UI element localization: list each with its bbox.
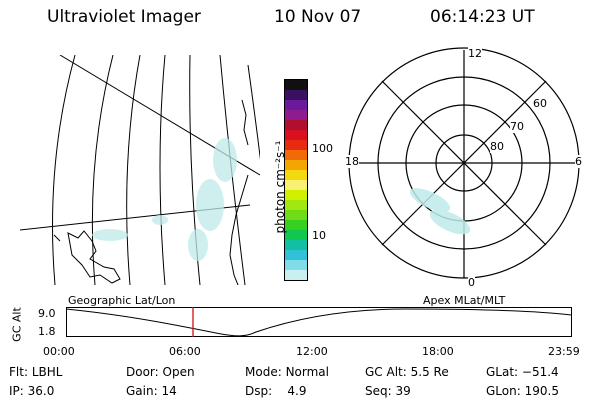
colorbar-tick-10: 10 (312, 229, 326, 242)
timeline-left-label: Geographic Lat/Lon (68, 294, 176, 307)
colorbar-segment (285, 250, 307, 260)
timeline-x-tick-2359: 23:59 (548, 345, 580, 358)
colorbar-segment (285, 230, 307, 240)
colorbar-segment (285, 110, 307, 120)
timeline-plot (65, 307, 572, 337)
lat-label-80: 80 (490, 140, 504, 153)
timeline-y-axis-title: GC Alt (10, 307, 24, 342)
colorbar-segment (285, 190, 307, 200)
info-glat: GLat: −51.4 (486, 365, 559, 379)
colorbar-segment (285, 180, 307, 190)
colorbar-tick-100: 100 (312, 142, 333, 155)
timeline-x-tick-1200: 12:00 (296, 345, 328, 358)
time-label: 06:14:23 UT (430, 7, 535, 27)
lat-label-70: 70 (510, 120, 524, 133)
colorbar-segment (285, 210, 307, 220)
date-label: 10 Nov 07 (274, 7, 362, 27)
colorbar-segment (285, 100, 307, 110)
info-dsp: Dsp: 4.9 (245, 384, 307, 398)
colorbar-segment (285, 260, 307, 270)
info-flt: Flt: LBHL (9, 365, 63, 379)
colorbar-segment (285, 270, 307, 280)
info-gain: Gain: 14 (126, 384, 177, 398)
colorbar-segment (285, 140, 307, 150)
colorbar (284, 79, 308, 281)
timeline-x-tick-0000: 00:00 (43, 345, 75, 358)
colorbar-segment (285, 150, 307, 160)
info-ip: IP: 36.0 (9, 384, 55, 398)
colorbar-segment (285, 130, 307, 140)
colorbar-unit-label: photon cm⁻²s⁻¹ (273, 140, 287, 234)
colorbar-segment (285, 90, 307, 100)
colorbar-segment (285, 200, 307, 210)
mlt-label-6: 6 (575, 155, 582, 168)
mlt-label-18: 18 (345, 155, 359, 168)
timeline-y-tick-bottom: 1.8 (38, 325, 56, 338)
info-door: Door: Open (126, 365, 195, 379)
geographic-map (20, 55, 260, 285)
colorbar-segment (285, 240, 307, 250)
info-mode: Mode: Normal (245, 365, 329, 379)
colorbar-segment (285, 120, 307, 130)
colorbar-segment (285, 80, 307, 90)
timeline-y-tick-top: 9.0 (38, 307, 56, 320)
timeline-x-tick-1800: 18:00 (422, 345, 454, 358)
mlt-label-12: 12 (468, 47, 482, 60)
polar-plot (348, 47, 580, 279)
instrument-title: Ultraviolet Imager (47, 7, 201, 27)
timeline-right-label: Apex MLat/MLT (423, 294, 506, 307)
lat-label-60: 60 (533, 97, 547, 110)
info-seq: Seq: 39 (365, 384, 411, 398)
colorbar-segment (285, 160, 307, 170)
info-gc-alt: GC Alt: 5.5 Re (365, 365, 449, 379)
colorbar-segment (285, 170, 307, 180)
info-glon: GLon: 190.5 (486, 384, 559, 398)
mlt-label-0: 0 (468, 276, 475, 289)
colorbar-segment (285, 220, 307, 230)
timeline-x-tick-0600: 06:00 (169, 345, 201, 358)
